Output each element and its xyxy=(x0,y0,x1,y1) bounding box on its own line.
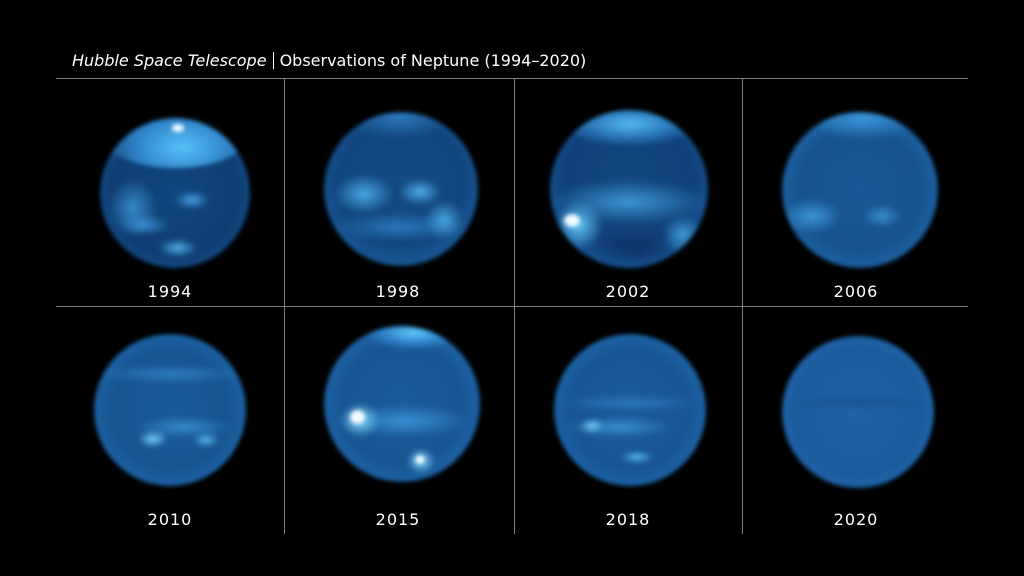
column-divider-3 xyxy=(742,78,743,534)
column-divider-1 xyxy=(284,78,285,534)
neptune-image-1998 xyxy=(324,112,478,266)
title-telescope-name: Hubble Space Telescope xyxy=(72,51,267,70)
title-separator xyxy=(272,52,274,69)
neptune-image-2010 xyxy=(94,334,246,486)
column-divider-2 xyxy=(514,78,515,534)
year-label: 1994 xyxy=(147,282,193,301)
observation-cell-2010: 2010 xyxy=(56,306,284,534)
year-label: 2006 xyxy=(833,282,879,301)
observation-grid: 1994 1998 2 xyxy=(56,78,968,534)
observation-cell-2006: 2006 xyxy=(742,78,970,306)
neptune-image-2015 xyxy=(324,326,480,482)
neptune-image-1994 xyxy=(100,118,250,268)
neptune-image-2002 xyxy=(550,110,708,268)
year-label: 2010 xyxy=(147,510,193,529)
observation-cell-2018: 2018 xyxy=(514,306,742,534)
neptune-image-2018 xyxy=(554,334,706,486)
observation-cell-1994: 1994 xyxy=(56,78,284,306)
middle-divider xyxy=(56,306,968,307)
year-label: 2002 xyxy=(605,282,651,301)
observation-cell-2015: 2015 xyxy=(284,306,512,534)
top-divider xyxy=(56,78,968,79)
year-label: 1998 xyxy=(375,282,421,301)
observation-cell-2020: 2020 xyxy=(742,306,970,534)
observation-cell-1998: 1998 xyxy=(284,78,512,306)
year-label: 2020 xyxy=(833,510,879,529)
figure-title: Hubble Space Telescope Observations of Ne… xyxy=(72,50,586,72)
neptune-image-2020 xyxy=(782,336,934,488)
year-label: 2018 xyxy=(605,510,651,529)
year-label: 2015 xyxy=(375,510,421,529)
neptune-image-2006 xyxy=(782,112,938,268)
observation-cell-2002: 2002 xyxy=(514,78,742,306)
title-description: Observations of Neptune (1994–2020) xyxy=(279,51,587,70)
